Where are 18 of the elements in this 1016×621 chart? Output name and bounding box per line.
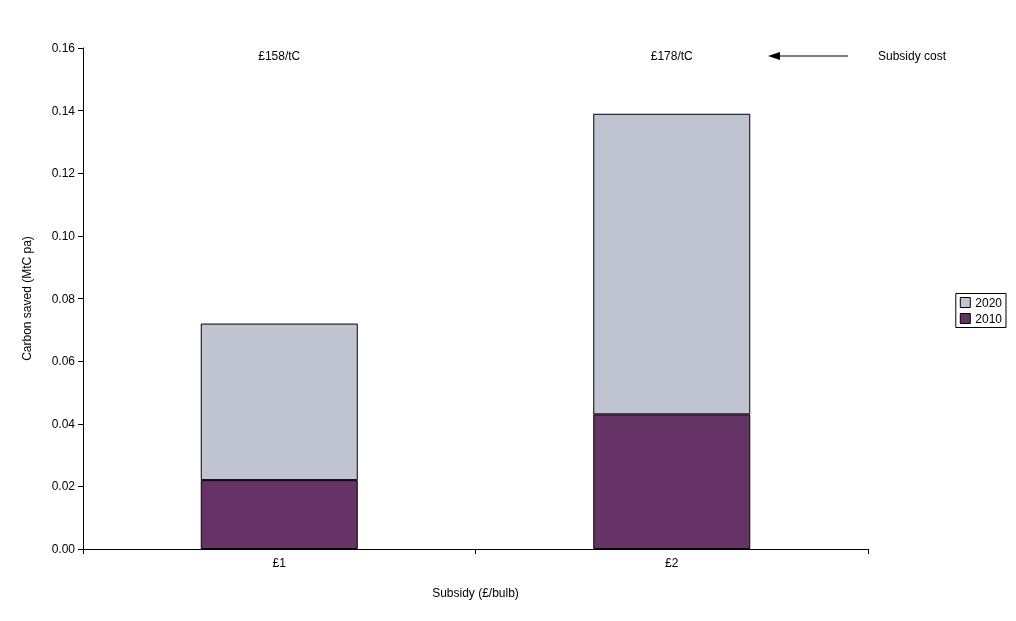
y-tick-label: 0.00 <box>51 542 76 556</box>
y-tick-label: 0.08 <box>51 291 76 306</box>
y-tick-label: 0.02 <box>51 479 76 494</box>
annotation: £158/tC <box>258 49 301 63</box>
y-tick-label: 0.10 <box>51 228 76 243</box>
y-axis-title: Carbon saved (MtC pa) <box>20 236 34 361</box>
x-tick-label: £1 <box>272 556 287 570</box>
legend-label: 2010 <box>975 311 1003 326</box>
y-tick-label: 0.06 <box>51 354 76 369</box>
x-tick-label: £2 <box>665 556 679 570</box>
y-tick-label: 0.16 <box>51 41 76 55</box>
x-axis-title: Subsidy (£/bulb) <box>432 586 519 600</box>
y-tick-label: 0.14 <box>51 103 76 118</box>
y-tick-label: 0.12 <box>51 166 76 181</box>
text: Subsidy cost <box>878 49 947 63</box>
y-tick-label: 0.04 <box>51 416 76 431</box>
annotation: £178/tC <box>650 49 694 63</box>
legend-label: 2020 <box>975 295 1003 310</box>
